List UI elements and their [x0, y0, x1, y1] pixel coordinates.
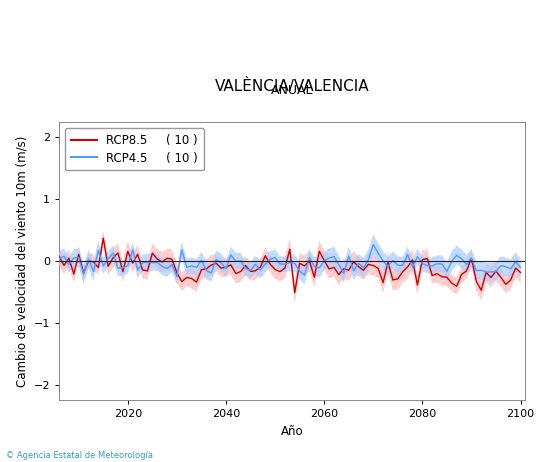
- Text: © Agencia Estatal de Meteorología: © Agencia Estatal de Meteorología: [6, 451, 152, 460]
- Y-axis label: Cambio de velocidad del viento 10m (m/s): Cambio de velocidad del viento 10m (m/s): [15, 135, 28, 387]
- Title: ANUAL: ANUAL: [271, 84, 313, 97]
- Legend: RCP8.5     ( 10 ), RCP4.5     ( 10 ): RCP8.5 ( 10 ), RCP4.5 ( 10 ): [65, 128, 204, 170]
- X-axis label: Año: Año: [281, 425, 304, 438]
- Text: VALÈNCIA/VALENCIA: VALÈNCIA/VALENCIA: [215, 78, 370, 94]
